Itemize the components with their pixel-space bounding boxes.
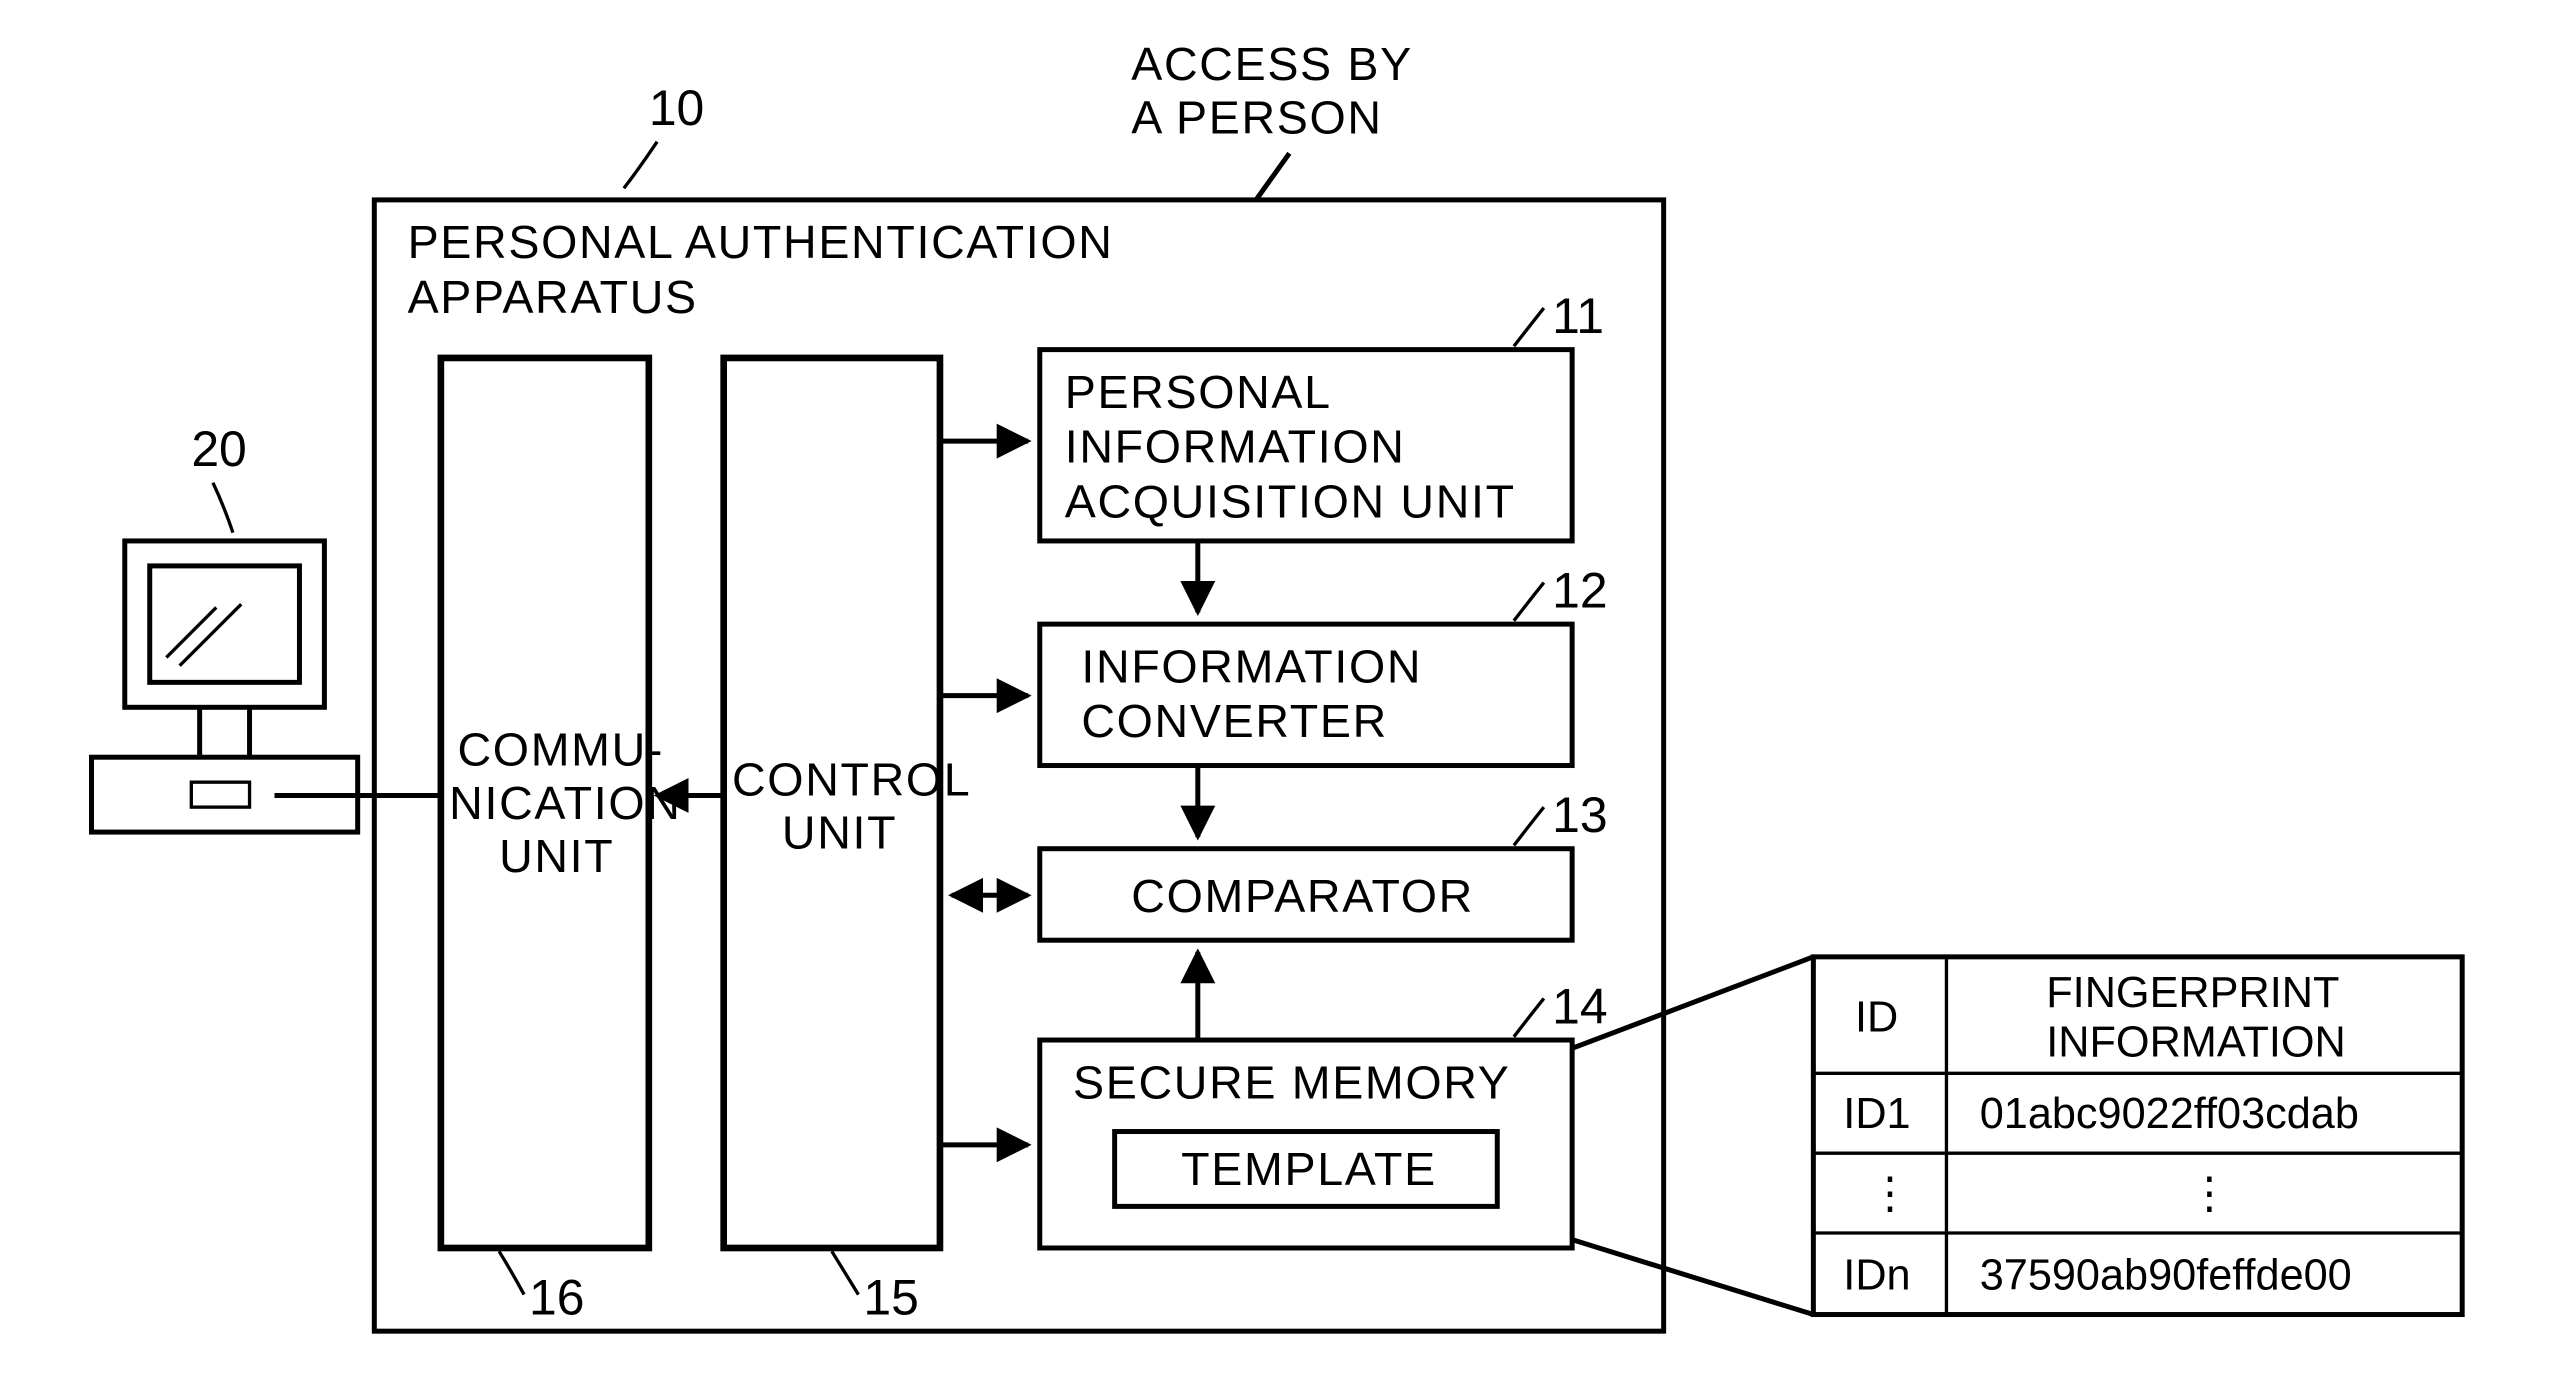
ref-20: 20 — [191, 421, 246, 477]
tmpl-label: TEMPLATE — [1181, 1143, 1437, 1195]
comm-l3: UNIT — [499, 830, 614, 882]
ref-14: 14 — [1552, 978, 1608, 1034]
fingerprint-table: ID FINGERPRINT INFORMATION ID1 01abc9022… — [1813, 957, 2462, 1315]
ctrl-l1: CONTROL — [732, 753, 971, 805]
conv-l1: INFORMATION — [1081, 640, 1422, 692]
hdr-fp-l2: INFORMATION — [2046, 1019, 2346, 1067]
comm-l2: NICATION — [449, 777, 681, 829]
conv-l2: CONVERTER — [1081, 695, 1388, 747]
ref-20-tick — [213, 483, 233, 533]
sec-label: SECURE MEMORY — [1073, 1056, 1510, 1108]
diagram-canvas: ACCESS BY A PERSON 10 PERSONAL AUTHENTIC… — [0, 0, 2562, 1383]
r1-fp: 01abc9022ff03cdab — [1980, 1090, 2359, 1138]
rn-id: IDn — [1843, 1252, 1910, 1300]
ref-12: 12 — [1552, 562, 1608, 618]
piau-l2: INFORMATION — [1065, 421, 1406, 473]
r1-id: ID1 — [1843, 1090, 1910, 1138]
hdr-fp-l1: FINGERPRINT — [2046, 969, 2339, 1017]
ref-15: 15 — [863, 1270, 919, 1326]
piau-l1: PERSONAL — [1065, 366, 1332, 418]
piau-l3: ACQUISITION UNIT — [1065, 476, 1516, 528]
comm-l1: COMMU- — [458, 724, 665, 776]
ref-13: 13 — [1552, 787, 1608, 843]
access-label-line1: ACCESS BY — [1131, 38, 1413, 90]
computer-icon — [92, 541, 358, 832]
ref-11: 11 — [1552, 288, 1604, 344]
ref-16: 16 — [529, 1270, 585, 1326]
dots-id: ⋮ — [1868, 1170, 1911, 1218]
dots-fp: ⋮ — [2188, 1170, 2231, 1218]
apparatus-title-l2: APPARATUS — [408, 271, 698, 323]
ctrl-l2: UNIT — [782, 807, 897, 859]
ref-10-tick — [624, 142, 657, 189]
access-label-line2: A PERSON — [1131, 91, 1382, 143]
hdr-id: ID — [1855, 994, 1898, 1042]
apparatus-title-l1: PERSONAL AUTHENTICATION — [408, 216, 1114, 268]
ref-10: 10 — [649, 80, 705, 136]
rn-fp: 37590ab90feffde00 — [1980, 1252, 2352, 1300]
comp-label: COMPARATOR — [1131, 870, 1474, 922]
